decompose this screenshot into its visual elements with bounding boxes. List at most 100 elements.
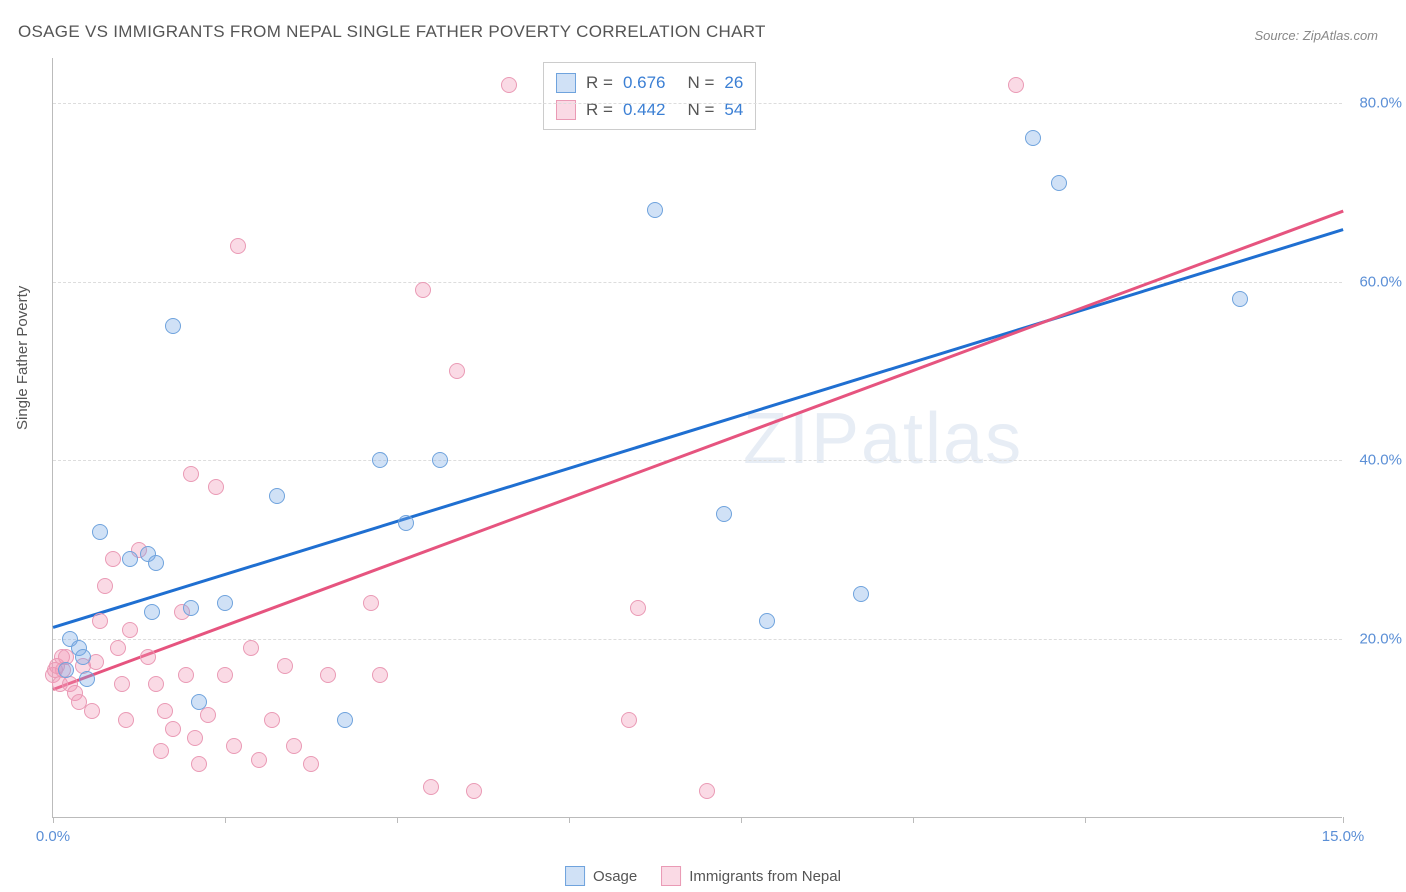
data-point (84, 703, 100, 719)
data-point (183, 466, 199, 482)
data-point (716, 506, 732, 522)
data-point (191, 756, 207, 772)
data-point (58, 662, 74, 678)
data-point (699, 783, 715, 799)
x-tick (569, 817, 570, 823)
data-point (79, 671, 95, 687)
x-tick (53, 817, 54, 823)
correlation-chart: OSAGE VS IMMIGRANTS FROM NEPAL SINGLE FA… (0, 0, 1406, 892)
data-point (251, 752, 267, 768)
data-point (647, 202, 663, 218)
x-tick-label: 15.0% (1322, 828, 1365, 845)
r-label: R = (586, 69, 613, 96)
x-tick (225, 817, 226, 823)
n-value: 26 (724, 69, 743, 96)
source-label: Source: ZipAtlas.com (1254, 28, 1378, 43)
stats-legend: R = 0.676 N = 26 R = 0.442 N = 54 (543, 62, 756, 130)
data-point (320, 667, 336, 683)
data-point (1025, 130, 1041, 146)
data-point (178, 667, 194, 683)
data-point (372, 667, 388, 683)
x-tick (397, 817, 398, 823)
data-point (269, 488, 285, 504)
data-point (372, 452, 388, 468)
data-point (337, 712, 353, 728)
y-axis-title: Single Father Poverty (14, 286, 31, 430)
data-point (187, 730, 203, 746)
data-point (165, 721, 181, 737)
data-point (208, 479, 224, 495)
chart-title: OSAGE VS IMMIGRANTS FROM NEPAL SINGLE FA… (18, 22, 766, 42)
data-point (226, 738, 242, 754)
data-point (122, 551, 138, 567)
legend-item: Osage (565, 866, 637, 886)
data-point (277, 658, 293, 674)
data-point (501, 77, 517, 93)
data-point (153, 743, 169, 759)
data-point (432, 452, 448, 468)
x-tick (741, 817, 742, 823)
r-value: 0.442 (623, 96, 666, 123)
data-point (853, 586, 869, 602)
data-point (165, 318, 181, 334)
data-point (122, 622, 138, 638)
data-point (114, 676, 130, 692)
data-point (621, 712, 637, 728)
data-point (449, 363, 465, 379)
data-point (200, 707, 216, 723)
data-point (105, 551, 121, 567)
legend-label: Osage (593, 868, 637, 885)
data-point (398, 515, 414, 531)
stats-row: R = 0.676 N = 26 (556, 69, 743, 96)
data-point (183, 600, 199, 616)
y-tick-label: 40.0% (1347, 452, 1402, 469)
x-tick (1343, 817, 1344, 823)
data-point (97, 578, 113, 594)
legend-swatch (661, 866, 681, 886)
data-point (144, 604, 160, 620)
n-label: N = (687, 96, 714, 123)
data-point (148, 676, 164, 692)
data-point (118, 712, 134, 728)
data-point (1232, 291, 1248, 307)
data-point (415, 282, 431, 298)
n-label: N = (687, 69, 714, 96)
data-point (217, 667, 233, 683)
data-point (363, 595, 379, 611)
y-tick-label: 20.0% (1347, 631, 1402, 648)
y-tick-label: 80.0% (1347, 94, 1402, 111)
data-point (303, 756, 319, 772)
data-point (423, 779, 439, 795)
r-value: 0.676 (623, 69, 666, 96)
data-point (243, 640, 259, 656)
x-tick-label: 0.0% (36, 828, 70, 845)
data-point (191, 694, 207, 710)
data-point (630, 600, 646, 616)
data-point (110, 640, 126, 656)
legend-swatch (565, 866, 585, 886)
data-point (92, 613, 108, 629)
y-tick-label: 60.0% (1347, 273, 1402, 290)
data-point (466, 783, 482, 799)
data-point (140, 649, 156, 665)
data-point (148, 555, 164, 571)
data-point (75, 649, 91, 665)
data-point (759, 613, 775, 629)
data-point (264, 712, 280, 728)
n-value: 54 (724, 96, 743, 123)
gridline (53, 103, 1342, 104)
data-point (157, 703, 173, 719)
data-point (92, 524, 108, 540)
trend-line (53, 228, 1344, 628)
x-tick (1085, 817, 1086, 823)
legend-item: Immigrants from Nepal (661, 866, 841, 886)
data-point (286, 738, 302, 754)
watermark: ZIPatlas (743, 398, 1023, 480)
r-label: R = (586, 96, 613, 123)
gridline (53, 460, 1342, 461)
series-legend: Osage Immigrants from Nepal (565, 866, 841, 886)
data-point (1051, 175, 1067, 191)
legend-label: Immigrants from Nepal (689, 868, 841, 885)
x-tick (913, 817, 914, 823)
stats-row: R = 0.442 N = 54 (556, 96, 743, 123)
